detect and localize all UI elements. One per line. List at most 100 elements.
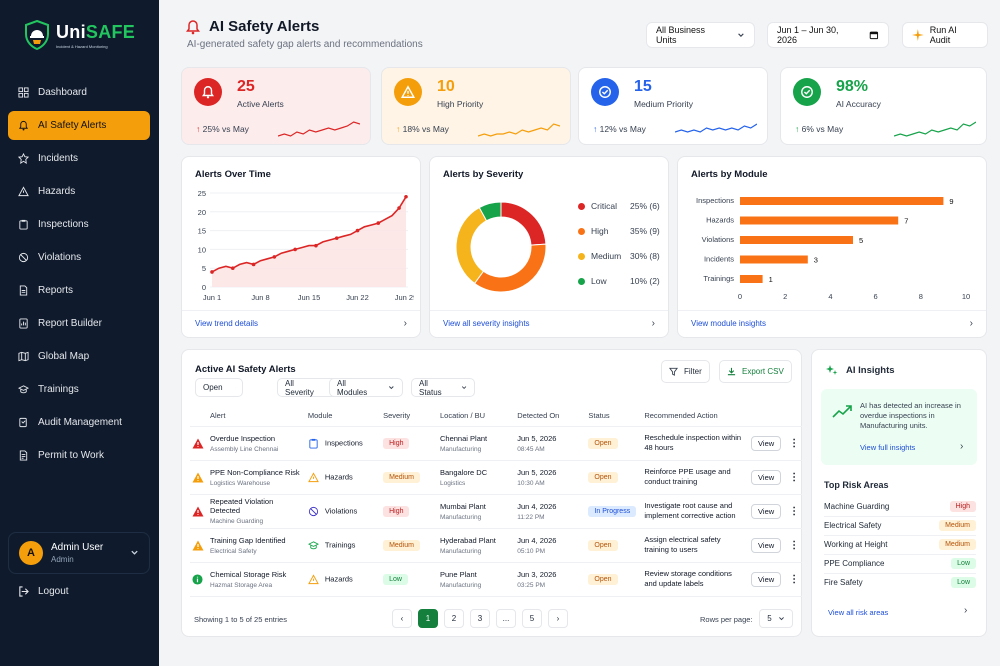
sidebar-item-label: Inspections (38, 219, 89, 230)
chevron-right-icon[interactable]: › (960, 441, 964, 452)
alert-title: Chemical Storage Risk (210, 569, 287, 579)
sidebar-item-audit-management[interactable]: Audit Management (8, 408, 150, 437)
brand-name: UniSAFE (56, 21, 136, 42)
chevron-right-icon[interactable]: › (403, 318, 407, 329)
kpi-card-high-priority[interactable]: 10 High Priority ↑ 18% vs May (381, 67, 571, 145)
x-tick-label: 8 (919, 292, 923, 301)
chevron-right-icon[interactable]: › (964, 605, 968, 616)
more-options-icon[interactable]: ⋮ (789, 437, 800, 449)
sidebar-item-incidents[interactable]: Incidents (8, 144, 150, 173)
risk-area-item[interactable]: Machine Guarding High (824, 501, 976, 512)
user-menu[interactable]: A Admin User Admin (8, 532, 150, 574)
table-row[interactable]: Chemical Storage Risk Hazmat Storage Area… (190, 562, 802, 597)
location-bu: Manufacturing (440, 513, 482, 521)
location-bu: Manufacturing (440, 445, 482, 453)
view-button[interactable]: View (751, 571, 782, 587)
run-ai-audit-button[interactable]: Run AI Audit (902, 22, 988, 48)
data-point (210, 270, 214, 274)
sidebar-item-global-map[interactable]: Global Map (8, 342, 150, 371)
page-1-button[interactable]: 1 (418, 609, 438, 628)
sidebar-item-hazards[interactable]: Hazards (8, 177, 150, 206)
filter-open[interactable]: Open (195, 378, 243, 397)
filter-all-status[interactable]: All Status (411, 378, 475, 397)
page-3-button[interactable]: 3 (470, 609, 490, 628)
date-range-picker[interactable]: Jun 1 – Jun 30, 2026 (767, 22, 889, 48)
page-ellipsis: ... (496, 609, 516, 628)
table-row[interactable]: Repeated Violation Detected Machine Guard… (190, 494, 802, 529)
prev-page-button[interactable]: ‹ (392, 609, 412, 628)
insight-message: AI has detected an increase in overdue i… (860, 401, 961, 430)
sidebar-item-trainings[interactable]: Trainings (8, 375, 150, 404)
view-trend-details-link[interactable]: View trend details (195, 319, 258, 328)
page-subtitle: AI-generated safety gap alerts and recom… (187, 39, 423, 50)
legend-value: 10% (2) (630, 276, 660, 286)
sidebar-item-report-builder[interactable]: Report Builder (8, 309, 150, 338)
table-row[interactable]: Overdue Inspection Assembly Line Chennai I… (190, 426, 802, 461)
filter-all-severity[interactable]: All Severity (277, 378, 343, 397)
rows-per-page-select[interactable]: 5 (759, 609, 793, 628)
risk-area-item[interactable]: PPE Compliance Low (824, 558, 976, 569)
top-risk-title: Top Risk Areas (824, 480, 889, 490)
risk-divider (824, 516, 976, 517)
sidebar-item-dashboard[interactable]: Dashboard (8, 78, 150, 107)
location-cell: Chennai Plant Manufacturing (436, 426, 514, 461)
view-button[interactable]: View (751, 537, 782, 553)
brand-logo[interactable]: UniSAFE Incident & Hazard Monitoring (24, 20, 135, 50)
risk-area-item[interactable]: Electrical Safety Medium (824, 520, 976, 531)
risk-area-item[interactable]: Working at Height Medium (824, 539, 976, 550)
kpi-card-active-alerts[interactable]: 25 Active Alerts ↑ 25% vs May (181, 67, 371, 145)
table-row[interactable]: PPE Non-Compliance Risk Logistics Warehou… (190, 460, 802, 495)
view-all-risk-areas-link[interactable]: View all risk areas (828, 608, 889, 617)
view-button[interactable]: View (751, 503, 782, 519)
sidebar-item-permit-to-work[interactable]: Permit to Work (8, 441, 150, 470)
filter-button[interactable]: Filter (661, 360, 710, 383)
recommended-action: Investigate root cause and implement cor… (640, 494, 748, 529)
sidebar-item-ai-safety-alerts[interactable]: AI Safety Alerts (8, 111, 150, 140)
risk-area-item[interactable]: Fire Safety Low (824, 577, 976, 588)
warning-icon (192, 472, 204, 485)
kpi-value: 10 (437, 78, 455, 95)
view-button[interactable]: View (751, 469, 782, 485)
kpi-card-ai-accuracy[interactable]: 98% AI Accuracy ↑ 6% vs May (780, 67, 987, 145)
more-options-icon[interactable]: ⋮ (789, 505, 800, 517)
logout-button[interactable]: Logout (18, 586, 69, 597)
bar-category-label: Violations (702, 235, 735, 244)
export-csv-button[interactable]: Export CSV (719, 360, 792, 383)
kpi-card-medium-priority[interactable]: 15 Medium Priority ↑ 12% vs May (578, 67, 768, 145)
chevron-right-icon[interactable]: › (651, 318, 655, 329)
sidebar-item-violations[interactable]: Violations (8, 243, 150, 272)
view-full-insights-link[interactable]: View full insights (860, 443, 916, 452)
chevron-right-icon[interactable]: › (969, 318, 973, 329)
view-button[interactable]: View (751, 435, 782, 451)
detected-date: Jun 4, 2026 (517, 535, 557, 545)
view-module-insights-link[interactable]: View module insights (691, 319, 767, 328)
sidebar-item-inspections[interactable]: Inspections (8, 210, 150, 239)
column-header: Detected On (513, 405, 585, 427)
risk-area-name: Electrical Safety (824, 521, 882, 530)
recommended-action: Assign electrical safety training to use… (640, 528, 748, 563)
page-5-button[interactable]: 5 (522, 609, 542, 628)
legend-dot (578, 252, 585, 260)
location-cell: Pune Plant Manufacturing (436, 562, 514, 597)
location-name: Mumbai Plant (440, 501, 486, 511)
active-alerts-title: Active AI Safety Alerts (195, 364, 296, 375)
business-unit-select[interactable]: All Business Units (646, 22, 755, 48)
alerts-by-module-card: Alerts by Module Inspections 9 Hazards 7 Vio… (677, 156, 987, 338)
filter-all-modules[interactable]: All Modules (329, 378, 403, 397)
next-page-button[interactable]: › (548, 609, 568, 628)
kpi-change: 25% (202, 124, 220, 134)
more-options-icon[interactable]: ⋮ (789, 471, 800, 483)
status-badge: Open (588, 573, 618, 585)
map-icon (18, 351, 29, 362)
data-point (293, 247, 297, 252)
sidebar-item-reports[interactable]: Reports (8, 276, 150, 305)
severity-badge: High (383, 505, 410, 517)
kpi-label: Active Alerts (237, 99, 284, 109)
table-row[interactable]: Training Gap Identified Electrical Safety… (190, 528, 802, 563)
warning-icon (192, 540, 204, 553)
more-options-icon[interactable]: ⋮ (789, 539, 800, 551)
severity-donut-chart (455, 201, 547, 293)
more-options-icon[interactable]: ⋮ (789, 573, 800, 585)
page-2-button[interactable]: 2 (444, 609, 464, 628)
view-severity-insights-link[interactable]: View all severity insights (443, 319, 530, 328)
